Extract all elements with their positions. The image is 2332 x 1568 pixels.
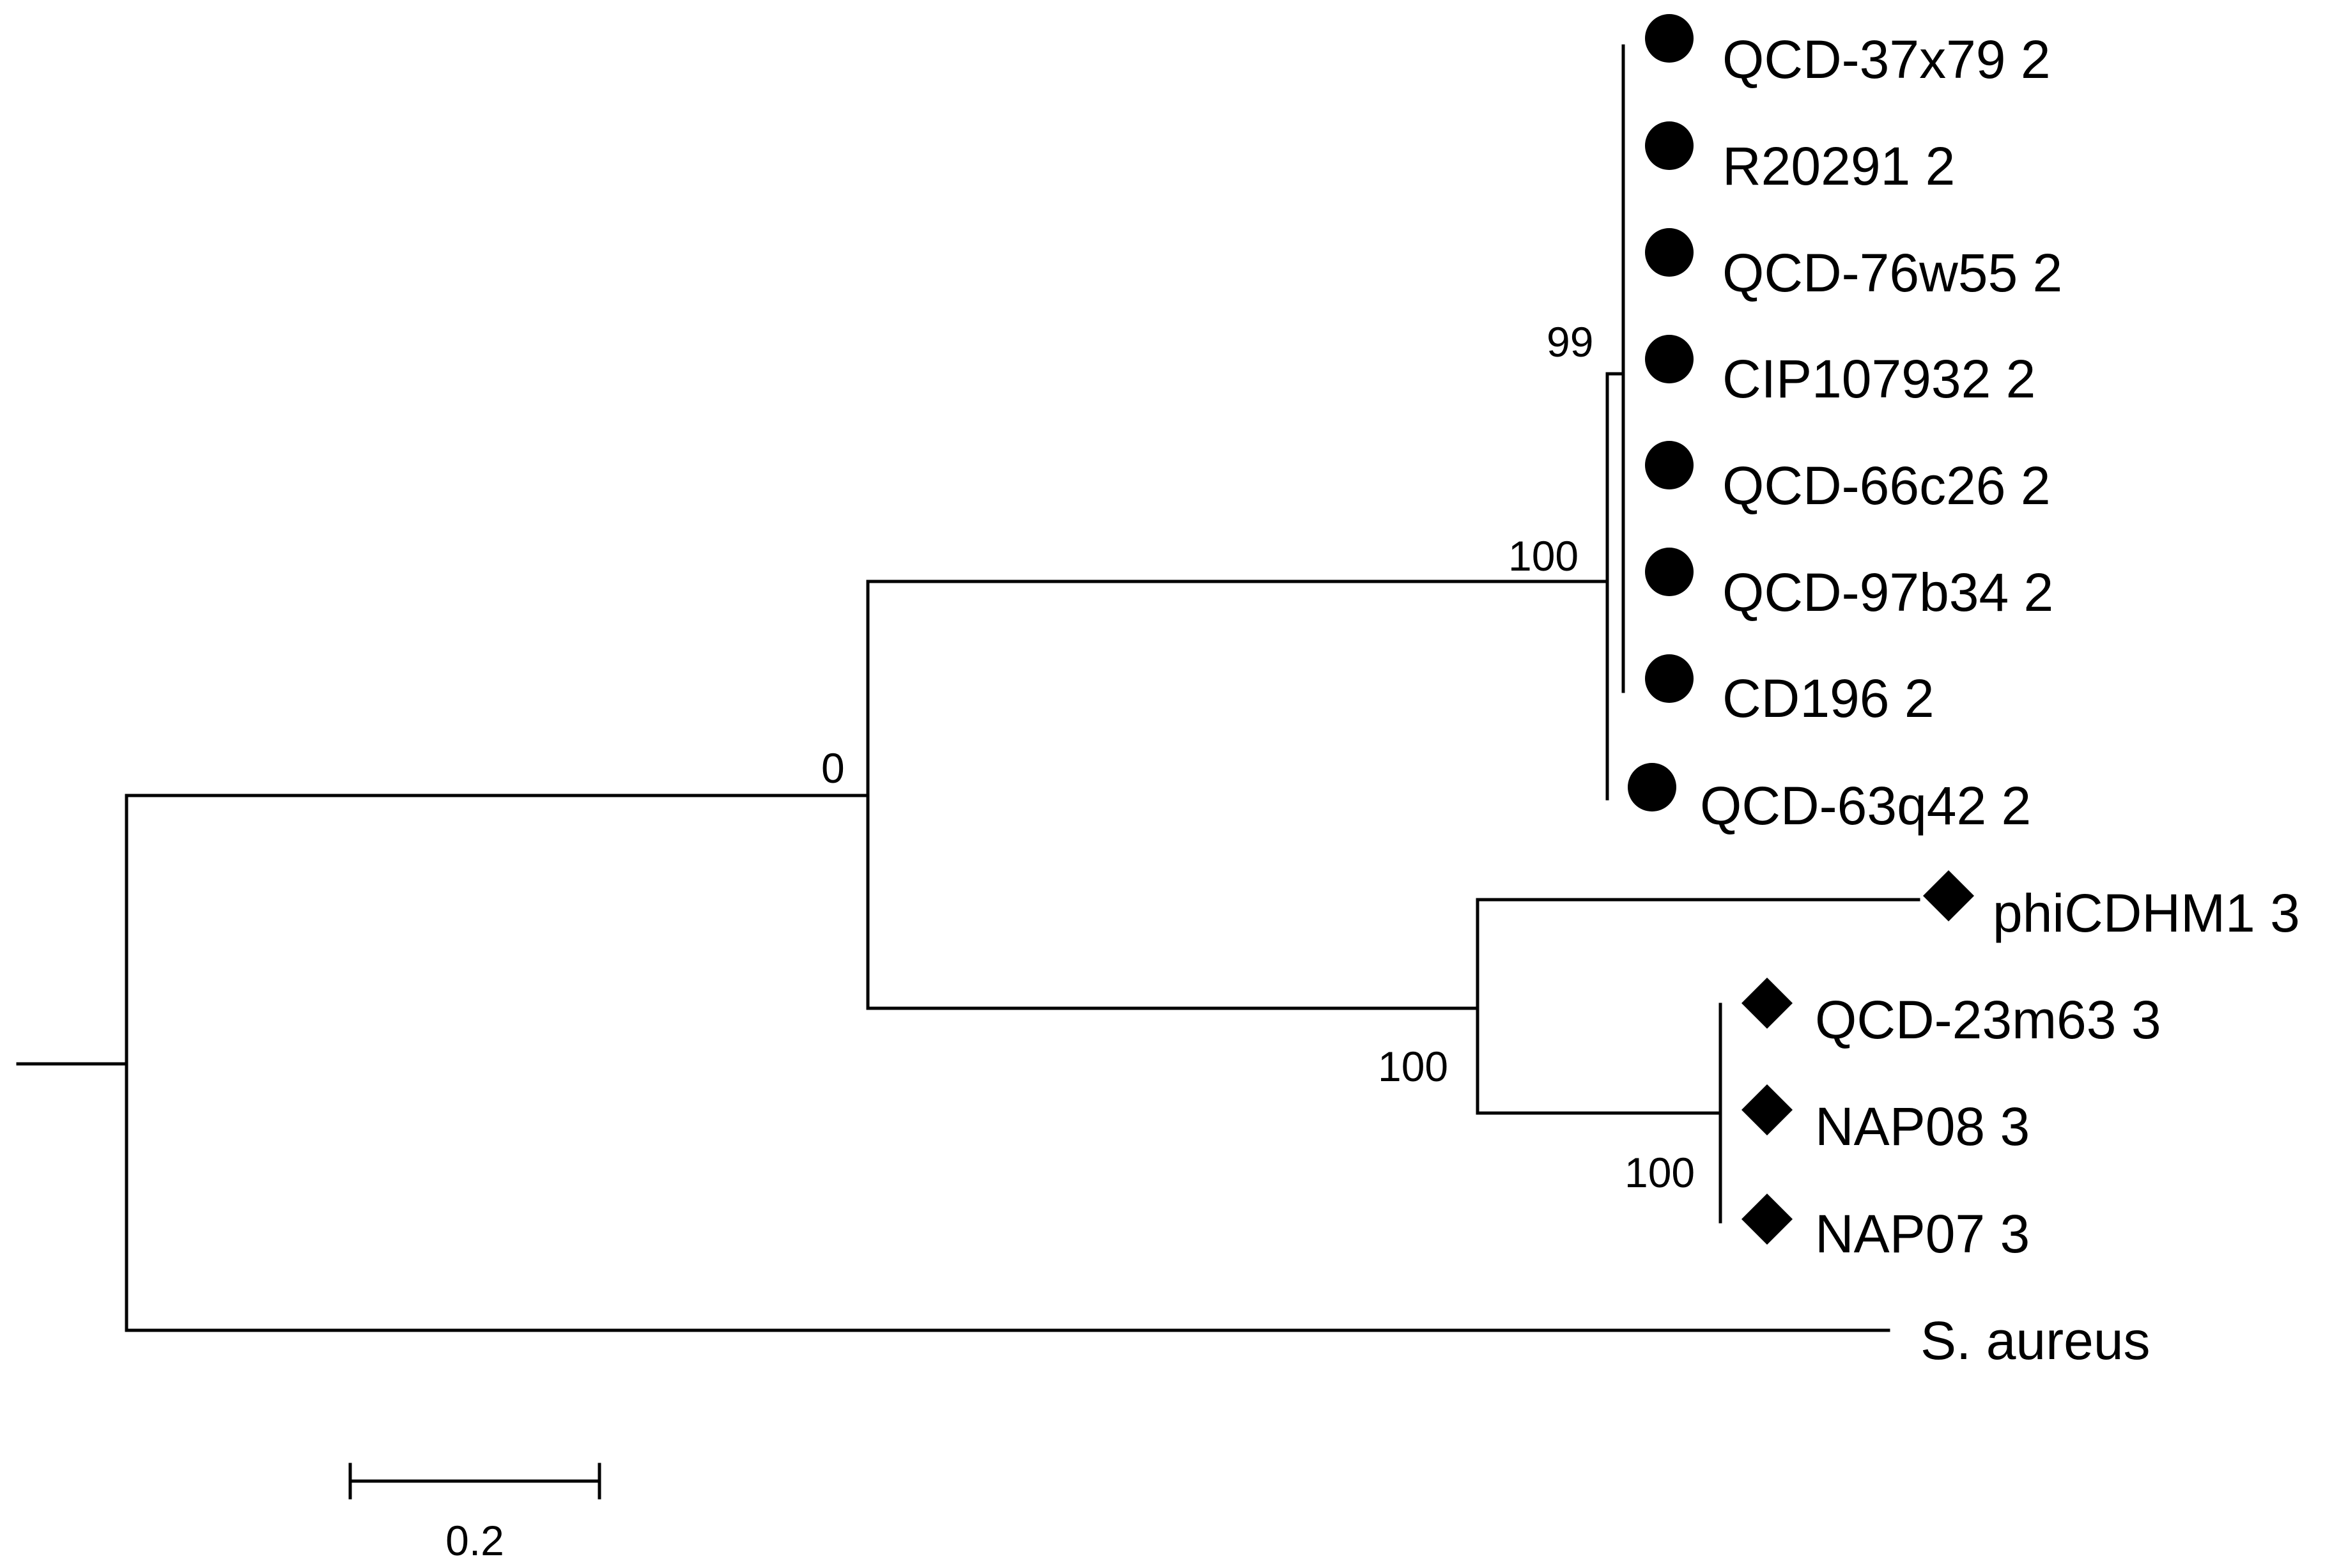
leaf-label: S. aureus	[1920, 1311, 2151, 1371]
circle-marker-icon	[1645, 548, 1694, 596]
circle-marker-icon	[1645, 654, 1694, 703]
circle-marker-icon	[1645, 335, 1694, 383]
leaf-label: QCD-23m63 3	[1815, 990, 2161, 1050]
circle-marker-icon	[1645, 14, 1694, 63]
leaf-label: NAP07 3	[1815, 1204, 2030, 1264]
leaf-label: QCD-37x79 2	[1722, 29, 2051, 89]
diamond-marker-icon	[1741, 1084, 1793, 1135]
leaf-label: QCD-97b34 2	[1722, 562, 2053, 622]
leaf-label: QCD-66c26 2	[1722, 456, 2051, 516]
support-value-group3-inner: 100	[1625, 1149, 1695, 1196]
circle-marker-icon	[1645, 121, 1694, 170]
scale-bar-label: 0.2	[445, 1517, 504, 1564]
support-value-group2: 100	[1508, 532, 1579, 580]
leaf-label: CIP107932 2	[1722, 349, 2035, 409]
leaf-label: NAP08 3	[1815, 1096, 2030, 1157]
diamond-marker-icon	[1741, 978, 1793, 1029]
leaf-label: CD196 2	[1722, 668, 1934, 728]
diamond-marker-icon	[1741, 1194, 1793, 1245]
leaf-label: phiCDHM1 3	[1993, 883, 2300, 943]
support-value-group3: 100	[1378, 1043, 1448, 1090]
leaf-label: QCD-76w55 2	[1722, 243, 2062, 303]
leaf-label: R20291 2	[1722, 136, 1955, 196]
support-value-group2-inner: 99	[1547, 318, 1593, 365]
circle-marker-icon	[1645, 441, 1694, 489]
circle-marker-icon	[1645, 228, 1694, 277]
circle-marker-icon	[1628, 763, 1676, 811]
leaf-label: QCD-63q42 2	[1700, 776, 2031, 836]
support-value-ingroup: 0	[821, 744, 845, 792]
diamond-marker-icon	[1923, 870, 1974, 921]
